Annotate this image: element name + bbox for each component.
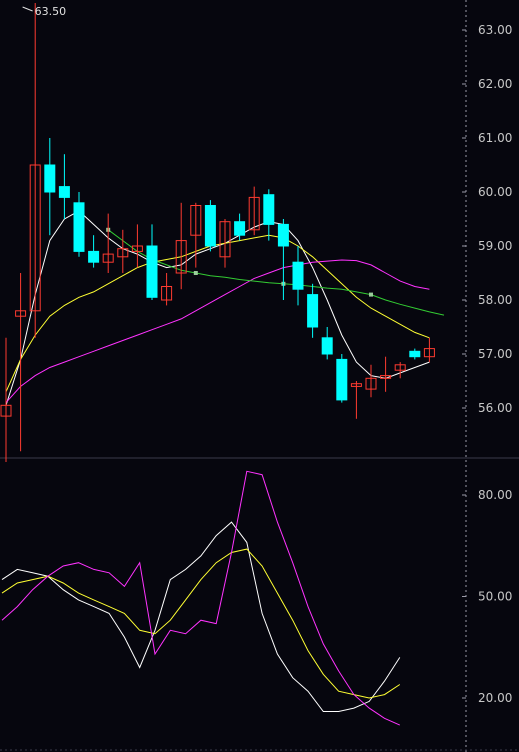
indicator-panel	[1, 470, 401, 726]
candle-body	[44, 164, 56, 193]
price-tick-label: 61.00	[478, 131, 512, 145]
indicator-tick-label: 80.00	[478, 488, 512, 502]
candle-body	[409, 350, 421, 358]
candle-body	[350, 383, 362, 387]
candle-body	[29, 164, 41, 312]
price-tick-label: 56.00	[478, 401, 512, 415]
moving-average-marker	[369, 292, 373, 297]
price-tick-label: 58.00	[478, 293, 512, 307]
candle-body	[248, 196, 260, 231]
candle-body	[263, 194, 275, 225]
candle-body	[0, 404, 12, 417]
candle-body	[292, 261, 304, 290]
candle-body	[117, 248, 129, 258]
indicator-line	[1, 470, 401, 726]
price-tick-label: 60.00	[478, 185, 512, 199]
candle-body	[102, 253, 114, 263]
indicator-line	[1, 548, 401, 699]
candle-body	[58, 186, 70, 198]
candle-body	[88, 250, 100, 263]
moving-average-line	[5, 234, 430, 393]
candle-body	[146, 245, 158, 298]
candle-body	[365, 377, 377, 390]
candle-body	[423, 348, 435, 358]
peak-pointer	[22, 6, 33, 12]
price-tick-label: 63.00	[478, 23, 512, 37]
candle-body	[321, 337, 333, 355]
indicator-tick-label: 50.00	[478, 590, 512, 604]
candle-body	[219, 221, 231, 258]
candle-body	[394, 364, 406, 371]
candle-body	[307, 294, 319, 328]
indicator-tick-label: 20.00	[478, 691, 512, 705]
candle-body	[161, 286, 173, 301]
price-axis: 56.00 57.00 58.00 59.00 60.00 61.00 62.00 63.00…	[462, 23, 512, 705]
candle-body	[380, 375, 392, 379]
candle-body	[175, 240, 187, 274]
indicator-line	[1, 521, 401, 712]
price-tick-label: 62.00	[478, 77, 512, 91]
moving-average-line	[5, 259, 430, 403]
candle-body	[234, 221, 246, 236]
peak-price-label: 63.50	[35, 5, 67, 18]
moving-average-line	[107, 229, 445, 316]
price-tick-label: 57.00	[478, 347, 512, 361]
price-panel: 63.50	[0, 3, 445, 462]
candle-body	[336, 358, 348, 401]
candle-body	[15, 310, 27, 317]
candle-body	[190, 205, 202, 236]
candle-body	[204, 205, 216, 247]
candle-body	[73, 202, 85, 252]
moving-average-marker	[193, 271, 198, 275]
price-tick-label: 59.00	[478, 239, 512, 253]
candle-body	[277, 223, 289, 247]
candle-body	[131, 245, 143, 252]
